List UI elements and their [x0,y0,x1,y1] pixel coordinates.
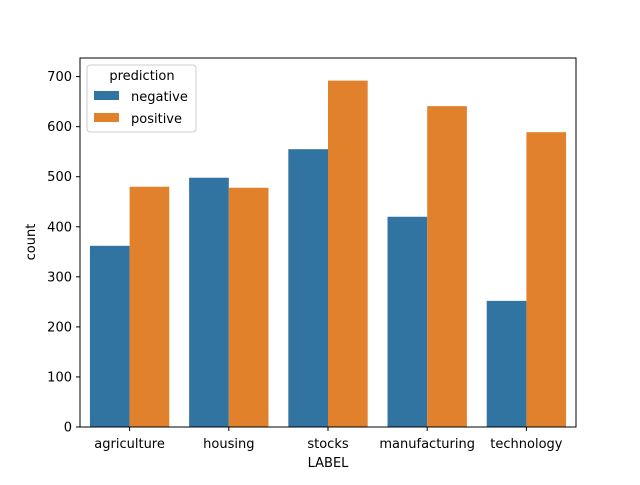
legend: prediction negative positive [86,64,197,133]
y-tick-label: 700 [47,70,72,85]
bars-layer [89,80,567,428]
y-tick-label: 0 [64,421,72,436]
y-tick-label: 300 [47,270,72,285]
bar-technology-positive [526,132,567,428]
y-tick-label: 600 [47,120,72,135]
legend-title: prediction [109,69,174,84]
x-tick-label: technology [490,437,562,452]
x-tick-label: housing [203,437,254,452]
bar-housing-positive [228,187,269,427]
legend-swatch-positive [94,113,119,122]
bar-manufacturing-negative [387,216,428,427]
x-tick-label: agriculture [94,437,165,452]
x-axis-label: LABEL [308,456,350,471]
y-tick-label: 100 [47,370,72,385]
y-tick-label: 400 [47,220,72,235]
y-tick-label: 200 [47,320,72,335]
ticks-layer: 0 100 200 300 400 500 600 700 agriculture housing… [47,70,563,452]
bar-agriculture-positive [129,186,170,427]
legend-swatch-negative [94,91,119,100]
bar-stocks-negative [288,149,328,427]
y-axis-label: count [24,224,39,261]
bar-housing-negative [189,177,229,427]
bar-manufacturing-positive [427,106,467,427]
bar-technology-negative [486,300,527,427]
bar-agriculture-negative [89,245,130,427]
y-tick-label: 500 [47,170,72,185]
bar-stocks-positive [328,80,368,428]
x-tick-label: stocks [307,437,348,452]
legend-label-positive: positive [131,112,182,127]
legend-label-negative: negative [131,90,188,105]
x-tick-label: manufacturing [379,437,475,452]
